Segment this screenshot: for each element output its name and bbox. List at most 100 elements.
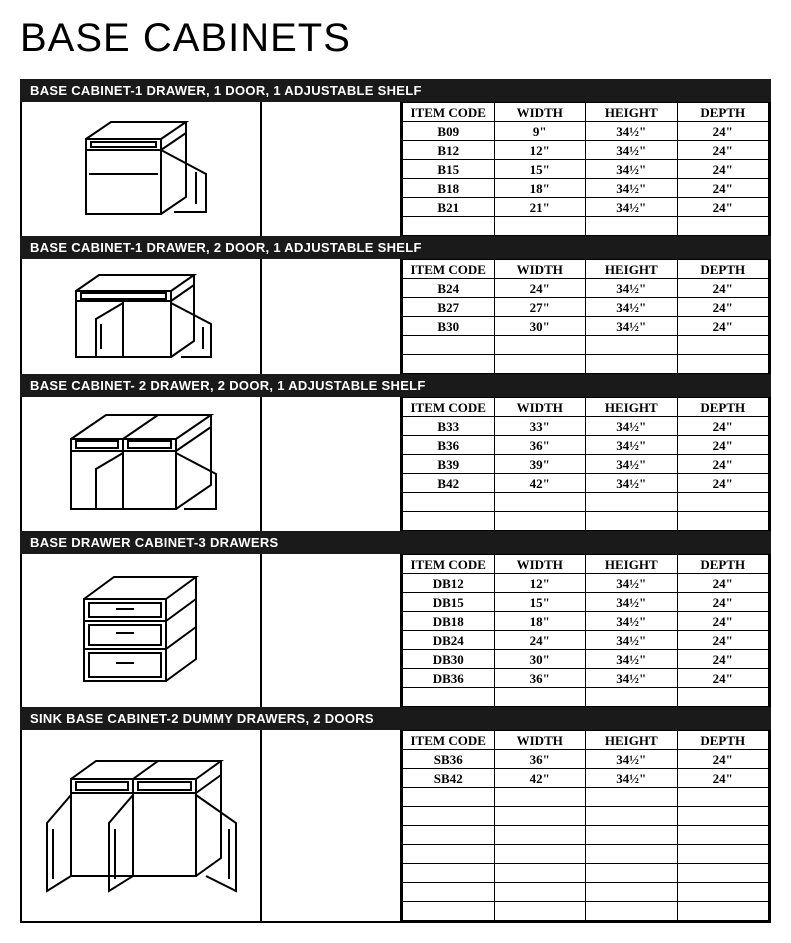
- table-cell-width: [494, 826, 586, 845]
- table-cell-width: 36": [494, 669, 586, 688]
- column-header: WIDTH: [494, 555, 586, 574]
- table-cell-code: B30: [403, 317, 495, 336]
- table-cell-code: B15: [403, 160, 495, 179]
- column-header: WIDTH: [494, 731, 586, 750]
- table-cell-width: 36": [494, 436, 586, 455]
- table-cell-code: B39: [403, 455, 495, 474]
- spec-table: ITEM CODEWIDTHHEIGHTDEPTHSB3636"34½"24"S…: [402, 730, 769, 921]
- table-cell-width: 21": [494, 198, 586, 217]
- table-cell-depth: [677, 336, 769, 355]
- cabinet-illustration: [22, 102, 262, 236]
- table-cell-depth: [677, 493, 769, 512]
- table-cell-depth: 24": [677, 455, 769, 474]
- table-cell-width: 39": [494, 455, 586, 474]
- table-cell-depth: [677, 864, 769, 883]
- table-cell-code: DB12: [403, 574, 495, 593]
- column-header: WIDTH: [494, 398, 586, 417]
- section-header: BASE CABINET- 2 DRAWER, 2 DOOR, 1 ADJUST…: [20, 374, 771, 397]
- table-cell-depth: 24": [677, 474, 769, 493]
- table-cell-height: [586, 902, 678, 921]
- table-cell-height: [586, 845, 678, 864]
- spec-table-container: ITEM CODEWIDTHHEIGHTDEPTHSB3636"34½"24"S…: [402, 730, 769, 921]
- table-cell-code: [403, 826, 495, 845]
- table-row: SB4242"34½"24": [403, 769, 769, 788]
- table-row: DB1515"34½"24": [403, 593, 769, 612]
- table-cell-height: [586, 807, 678, 826]
- table-cell-depth: 24": [677, 631, 769, 650]
- table-row: B2424"34½"24": [403, 279, 769, 298]
- table-cell-width: [494, 493, 586, 512]
- table-cell-width: [494, 864, 586, 883]
- table-row: [403, 883, 769, 902]
- table-cell-width: [494, 807, 586, 826]
- column-header: ITEM CODE: [403, 260, 495, 279]
- table-cell-depth: [677, 826, 769, 845]
- section-body: ITEM CODEWIDTHHEIGHTDEPTHDB1212"34½"24"D…: [20, 554, 771, 707]
- table-cell-depth: [677, 217, 769, 236]
- column-header: ITEM CODE: [403, 103, 495, 122]
- table-cell-width: 15": [494, 160, 586, 179]
- table-cell-depth: 24": [677, 769, 769, 788]
- table-row: B099"34½"24": [403, 122, 769, 141]
- table-cell-depth: 24": [677, 669, 769, 688]
- table-cell-code: B36: [403, 436, 495, 455]
- page-title: BASE CABINETS: [20, 16, 771, 61]
- table-cell-width: 9": [494, 122, 586, 141]
- cabinet-illustration: [22, 397, 262, 531]
- table-cell-width: [494, 688, 586, 707]
- table-cell-height: [586, 826, 678, 845]
- section-header: BASE CABINET-1 DRAWER, 2 DOOR, 1 ADJUSTA…: [20, 236, 771, 259]
- table-cell-width: [494, 902, 586, 921]
- table-cell-code: SB42: [403, 769, 495, 788]
- table-cell-depth: 24": [677, 650, 769, 669]
- table-cell-height: 34½": [586, 669, 678, 688]
- spacer-cell: [262, 730, 402, 921]
- table-row: B1212"34½"24": [403, 141, 769, 160]
- table-cell-depth: 24": [677, 141, 769, 160]
- spacer-cell: [262, 259, 402, 374]
- table-row: [403, 217, 769, 236]
- table-cell-code: DB15: [403, 593, 495, 612]
- table-cell-code: [403, 902, 495, 921]
- table-row: [403, 336, 769, 355]
- table-cell-height: 34½": [586, 317, 678, 336]
- table-cell-code: [403, 217, 495, 236]
- table-cell-height: [586, 217, 678, 236]
- table-cell-depth: 24": [677, 160, 769, 179]
- spec-table-container: ITEM CODEWIDTHHEIGHTDEPTHB099"34½"24"B12…: [402, 102, 769, 236]
- table-row: B3333"34½"24": [403, 417, 769, 436]
- table-cell-depth: [677, 688, 769, 707]
- table-cell-width: [494, 512, 586, 531]
- table-row: [403, 788, 769, 807]
- table-cell-code: B18: [403, 179, 495, 198]
- spec-table-container: ITEM CODEWIDTHHEIGHTDEPTHDB1212"34½"24"D…: [402, 554, 769, 707]
- column-header: ITEM CODE: [403, 555, 495, 574]
- table-cell-width: [494, 336, 586, 355]
- table-cell-height: [586, 336, 678, 355]
- table-row: [403, 807, 769, 826]
- sections-container: BASE CABINET-1 DRAWER, 1 DOOR, 1 ADJUSTA…: [20, 79, 771, 923]
- table-cell-width: 12": [494, 141, 586, 160]
- cabinet-illustration: [22, 554, 262, 707]
- table-cell-height: 34½": [586, 574, 678, 593]
- table-cell-depth: 24": [677, 317, 769, 336]
- table-cell-code: [403, 355, 495, 374]
- column-header: ITEM CODE: [403, 731, 495, 750]
- table-cell-height: 34½": [586, 612, 678, 631]
- table-cell-code: B09: [403, 122, 495, 141]
- table-cell-depth: 24": [677, 574, 769, 593]
- column-header: ITEM CODE: [403, 398, 495, 417]
- table-cell-width: [494, 217, 586, 236]
- table-cell-height: 34½": [586, 474, 678, 493]
- table-row: B1818"34½"24": [403, 179, 769, 198]
- section-body: ITEM CODEWIDTHHEIGHTDEPTHSB3636"34½"24"S…: [20, 730, 771, 923]
- table-cell-height: 34½": [586, 141, 678, 160]
- section-header: BASE CABINET-1 DRAWER, 1 DOOR, 1 ADJUSTA…: [20, 79, 771, 102]
- table-cell-code: DB30: [403, 650, 495, 669]
- table-cell-width: 18": [494, 179, 586, 198]
- spec-table-container: ITEM CODEWIDTHHEIGHTDEPTHB3333"34½"24"B3…: [402, 397, 769, 531]
- table-cell-depth: [677, 845, 769, 864]
- table-cell-code: DB18: [403, 612, 495, 631]
- table-cell-height: [586, 788, 678, 807]
- table-cell-code: SB36: [403, 750, 495, 769]
